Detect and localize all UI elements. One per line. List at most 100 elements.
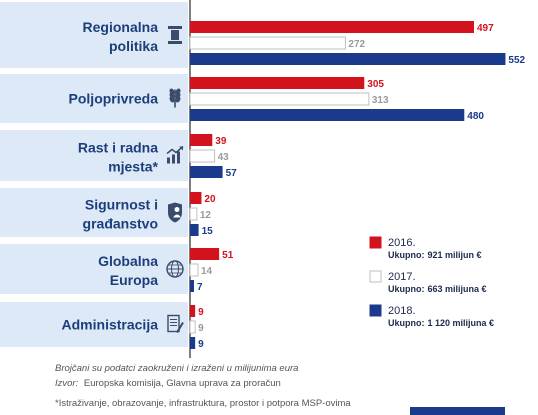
shield-icon — [168, 202, 182, 223]
category-4: Sigurnost i građanstvo — [0, 188, 188, 237]
category-2: Poljoprivreda — [0, 74, 188, 123]
value-label: 7 — [197, 282, 203, 293]
growth-bar — [167, 157, 170, 164]
bar-2017-1 — [189, 36, 346, 50]
bar-2017-5 — [189, 263, 199, 277]
value-label: 272 — [348, 39, 365, 50]
bar-2018-1 — [190, 53, 506, 65]
source-text: Europska komisija, Glavna uprava za pror… — [84, 378, 281, 389]
value-label: 552 — [508, 55, 525, 66]
bars: 497 272 552 305 313 480 39 43 57 20 12 15 51 14 7 9 9 9 — [189, 0, 526, 358]
bar-2016-5 — [190, 248, 220, 260]
category-3: Rast i radna mjesta* — [0, 130, 188, 181]
bar-2016-1 — [190, 21, 474, 33]
category-box — [0, 244, 188, 294]
category-1: Regionalna politika — [0, 2, 188, 68]
document-pen — [176, 321, 184, 334]
category-label: Poljoprivreda — [69, 91, 159, 107]
category-box — [0, 188, 188, 237]
bar-2016-6 — [190, 305, 196, 317]
legend-swatch — [369, 304, 382, 317]
value-label: 480 — [467, 111, 484, 122]
value-label: 313 — [372, 95, 389, 106]
rounding-note: Brojčani su podatci zaokruženi i izražen… — [55, 363, 298, 374]
category-box — [0, 74, 188, 123]
legend-total: Ukupno: 1 120 milijuna € — [388, 318, 494, 328]
legend-total: Ukupno: 921 milijun € — [388, 250, 482, 260]
legend-total-label: Ukupno: — [388, 250, 425, 260]
value-label: 15 — [202, 226, 214, 237]
wheat-icon — [169, 88, 181, 108]
value-label: 497 — [477, 23, 494, 34]
bar-2018-3 — [190, 166, 223, 178]
category-panel: Regionalna politika Poljoprivreda Rast i ra… — [0, 2, 188, 347]
growth-arrowhead — [179, 146, 183, 151]
legend-item-2017: 2017.Ukupno: 663 milijuna € — [369, 270, 487, 294]
value-label: 57 — [226, 168, 238, 179]
bar-2018-4 — [190, 224, 199, 236]
bar-2017-3 — [189, 149, 216, 163]
value-label: 39 — [215, 136, 227, 147]
source-note: Izvor: Europska komisija, Glavna uprava … — [55, 378, 281, 389]
value-label: 9 — [198, 307, 204, 318]
bar-2016-2 — [190, 77, 365, 89]
legend-series-name: 2018. — [388, 305, 416, 317]
value-label: 43 — [218, 152, 230, 163]
person-body — [173, 214, 181, 218]
category-box — [0, 302, 188, 347]
value-label: 12 — [200, 210, 212, 221]
legend-item-2016: 2016.Ukupno: 921 milijun € — [369, 236, 482, 260]
legend-total-value: 1 120 milijuna € — [428, 318, 495, 328]
value-label: 20 — [204, 194, 216, 205]
value-label: 51 — [222, 250, 234, 261]
value-label: 14 — [201, 266, 213, 277]
value-label: 305 — [367, 79, 384, 90]
bar-2017-2 — [189, 92, 370, 106]
category-box — [0, 130, 188, 181]
bar-2018-6 — [190, 337, 196, 349]
legend-item-2018: 2018.Ukupno: 1 120 milijuna € — [369, 304, 494, 328]
bar-2017-4 — [189, 207, 198, 221]
category-label: Globalna — [98, 253, 158, 269]
legend-total: Ukupno: 663 milijuna € — [388, 284, 487, 294]
globe-icon — [166, 260, 184, 278]
legend-series-name: 2017. — [388, 271, 416, 283]
category-box — [0, 2, 188, 68]
pillar-top — [168, 26, 182, 29]
bar-2018-2 — [190, 109, 465, 121]
bar-2016-3 — [190, 134, 213, 146]
category-label: politika — [109, 38, 158, 54]
bar-2017-6 — [189, 320, 196, 334]
value-label: 9 — [198, 339, 204, 350]
legend-total-value: 663 milijuna € — [428, 284, 487, 294]
category-label: Rast i radna — [78, 140, 158, 156]
pillar-base — [168, 41, 182, 44]
wheat-grain-right — [175, 96, 181, 103]
bar-2016-4 — [190, 192, 202, 204]
legend-series-name: 2016. — [388, 237, 416, 249]
category-label: Sigurnost i — [85, 197, 158, 213]
legend-total-label: Ukupno: — [388, 318, 425, 328]
source-label: Izvor: — [55, 378, 79, 389]
category-label: Administracija — [62, 317, 159, 333]
footnote: *Istraživanje, obrazovanje, infrastruktu… — [55, 398, 351, 409]
bar-2018-5 — [190, 280, 194, 292]
legend-total-label: Ukupno: — [388, 284, 425, 294]
pillar-icon — [168, 26, 182, 44]
category-label: građanstvo — [83, 216, 158, 232]
growth-chart-icon — [166, 145, 184, 164]
category-5: Globalna Europa — [0, 244, 188, 294]
document-page — [167, 314, 180, 333]
document-icon — [167, 314, 184, 334]
growth-arrow — [166, 145, 184, 155]
category-label: mjesta* — [108, 159, 158, 175]
person-head — [174, 207, 180, 212]
footer-bar — [410, 407, 505, 415]
value-label: 9 — [198, 323, 204, 334]
legend-swatch — [369, 236, 382, 249]
growth-bar — [177, 151, 180, 164]
wheat-grain-left — [169, 96, 175, 103]
legend: 2016.Ukupno: 921 milijun €2017.Ukupno: 663… — [369, 236, 494, 328]
category-6: Administracija — [0, 302, 188, 347]
